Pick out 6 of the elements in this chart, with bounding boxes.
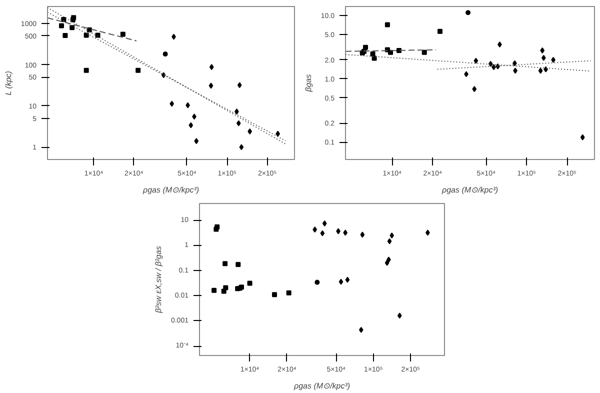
x-axis-title: ρgas (M⊙/kpc³) bbox=[292, 382, 350, 390]
x-axis-title: ρgas (M⊙/kpc³) bbox=[440, 186, 498, 194]
y-axis-title: βgas bbox=[304, 74, 313, 93]
y-axis-title: L (kpc) bbox=[4, 70, 13, 96]
y-axis-title: β²sw εX,sw / β²gas bbox=[154, 246, 163, 314]
x-axis-title: ρgas (M⊙/kpc³) bbox=[142, 186, 200, 194]
